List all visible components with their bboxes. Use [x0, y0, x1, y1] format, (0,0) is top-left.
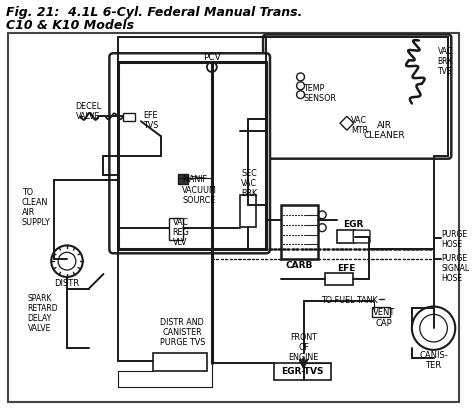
Text: EGR: EGR [343, 220, 363, 229]
Bar [325, 273, 353, 285]
Bar [240, 195, 256, 227]
Bar [178, 174, 188, 184]
Text: VAC
REG
VLV: VAC REG VLV [173, 218, 189, 247]
Text: PCV: PCV [203, 53, 221, 62]
FancyBboxPatch shape [353, 230, 370, 243]
Bar [373, 307, 390, 317]
Bar [170, 218, 183, 239]
Text: CARB: CARB [286, 261, 313, 270]
FancyBboxPatch shape [263, 35, 451, 159]
Text: TEMP
SENSOR: TEMP SENSOR [303, 84, 337, 103]
Text: TO FUEL TANK: TO FUEL TANK [321, 296, 378, 304]
Text: TO
CLEAN
AIR
SUPPLY: TO CLEAN AIR SUPPLY [22, 188, 50, 227]
Text: C10 & K10 Models: C10 & K10 Models [6, 19, 134, 32]
Text: EFE: EFE [337, 264, 356, 273]
Text: VENT
CAP: VENT CAP [373, 309, 395, 328]
Text: PURGE
HOSE: PURGE HOSE [441, 229, 467, 249]
Text: PURGE
SIGNAL
HOSE: PURGE SIGNAL HOSE [441, 254, 470, 283]
FancyBboxPatch shape [109, 53, 270, 253]
Text: VAC
BRK
TVS: VAC BRK TVS [438, 47, 453, 77]
Text: SEC
VAC
BRK: SEC VAC BRK [241, 169, 257, 198]
Text: DISTR AND
CANISTER
PURGE TVS: DISTR AND CANISTER PURGE TVS [160, 318, 205, 347]
Text: MANIF
VACUUM
SOURCE: MANIF VACUUM SOURCE [182, 176, 217, 204]
Text: DECEL
VALVE: DECEL VALVE [76, 101, 102, 121]
Text: EFE
TVS: EFE TVS [143, 111, 158, 131]
Text: AIR
CLEANER: AIR CLEANER [364, 121, 405, 140]
Text: EGR-TVS: EGR-TVS [281, 367, 324, 376]
Bar [274, 363, 331, 380]
Text: DISTR: DISTR [55, 279, 80, 288]
Text: Fig. 21:  4.1L 6-Cyl. Federal Manual Trans.: Fig. 21: 4.1L 6-Cyl. Federal Manual Tran… [6, 6, 302, 19]
Bar [153, 353, 207, 370]
Bar [281, 205, 318, 259]
Text: VAC
MTR: VAC MTR [351, 116, 368, 136]
Text: CANIS-
TER: CANIS- TER [419, 351, 448, 370]
Bar [123, 113, 135, 121]
Text: FRONT
OF
ENGINE: FRONT OF ENGINE [288, 333, 319, 362]
Bar [337, 229, 355, 243]
Text: SPARK
RETARD
DELAY
VALVE: SPARK RETARD DELAY VALVE [27, 294, 58, 333]
